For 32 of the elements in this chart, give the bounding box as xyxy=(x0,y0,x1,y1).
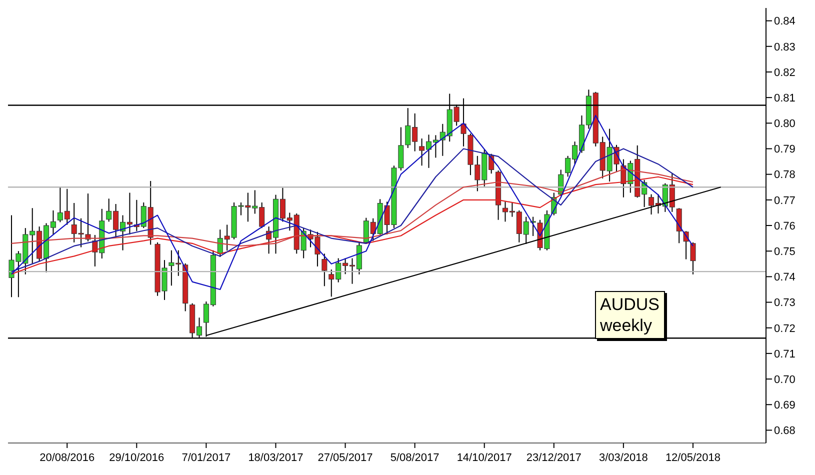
y-tick-label: 0.81 xyxy=(774,92,796,104)
y-tick-label: 0.76 xyxy=(774,220,796,232)
y-tick-label: 0.69 xyxy=(774,400,796,412)
candlestick xyxy=(322,253,328,287)
annotation: weekly xyxy=(600,315,653,336)
y-tick-label: 0.80 xyxy=(774,118,796,130)
candlestick xyxy=(676,208,682,244)
y-tick-label: 0.84 xyxy=(774,16,796,28)
y-tick-label: 0.79 xyxy=(774,144,796,156)
x-tick-label: 27/05/2017 xyxy=(318,452,373,464)
x-tick-label: 12/05/2018 xyxy=(665,452,721,464)
y-tick-label: 0.82 xyxy=(774,66,796,79)
y-tick-label: 0.74 xyxy=(774,272,796,284)
x-tick-label: 18/03/2017 xyxy=(248,452,304,464)
y-tick-label: 0.70 xyxy=(774,374,796,386)
annotation: AUDUS xyxy=(600,294,660,315)
x-tick-label: 5/08/2017 xyxy=(390,452,440,464)
y-tick-label: 0.78 xyxy=(774,169,796,182)
x-tick-label: 3/03/2018 xyxy=(598,452,648,464)
y-tick-label: 0.68 xyxy=(774,425,796,438)
candlestick xyxy=(690,242,696,275)
x-tick-label: 29/10/2016 xyxy=(109,452,164,464)
y-tick-label: 0.71 xyxy=(774,348,796,360)
x-tick-label: 23/12/2017 xyxy=(526,452,582,464)
y-tick-label: 0.75 xyxy=(774,246,796,258)
x-tick-label: 20/08/2016 xyxy=(40,452,95,464)
y-tick-label: 0.73 xyxy=(774,297,796,310)
y-tick-label: 0.77 xyxy=(774,194,796,207)
x-tick-label: 7/01/2017 xyxy=(182,452,231,464)
x-tick-label: 14/10/2017 xyxy=(456,452,512,464)
y-tick-label: 0.72 xyxy=(774,322,796,335)
y-tick-label: 0.83 xyxy=(774,41,796,54)
